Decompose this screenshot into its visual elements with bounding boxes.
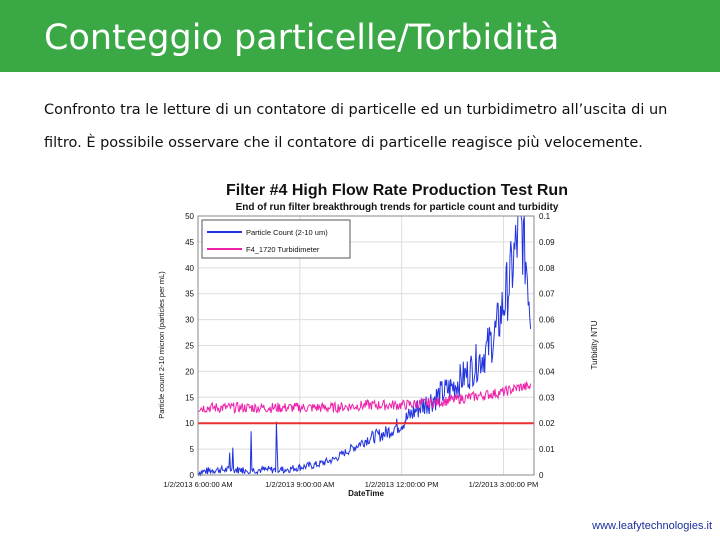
plot-frame bbox=[197, 215, 535, 476]
y-tick-label: 30 bbox=[185, 316, 194, 325]
y-tick-label: 40 bbox=[185, 264, 194, 273]
legend-label-turbidity: F4_1720 Turbidimeter bbox=[246, 245, 320, 254]
y-tick-label: 20 bbox=[185, 367, 194, 376]
y-tick-label: 0 bbox=[190, 471, 195, 480]
y2-tick-label: 0.01 bbox=[539, 445, 555, 454]
chart-subtitle: End of run filter breakthrough trends fo… bbox=[236, 202, 559, 213]
title-bar bbox=[0, 0, 720, 72]
particle-turbidity-chart: Filter #4 High Flow Rate Production Test… bbox=[150, 178, 620, 500]
y-tick-label: 15 bbox=[185, 393, 194, 402]
x-axis-label: DateTime bbox=[348, 489, 384, 498]
right-axis-ticks: 0 0.01 0.02 0.03 0.04 0.05 0.06 0.07 0.08 0.09 0.1 bbox=[539, 212, 555, 480]
y2-tick-label: 0.06 bbox=[539, 316, 555, 325]
y2-axis-label: Turbidity NTU bbox=[590, 320, 599, 369]
y2-tick-label: 0.09 bbox=[539, 238, 555, 247]
y-tick-label: 50 bbox=[185, 212, 194, 221]
y2-tick-label: 0.07 bbox=[539, 290, 555, 299]
series-line-1 bbox=[197, 380, 532, 415]
x-tick-label: 1/2/2013 6:00:00 AM bbox=[163, 480, 232, 489]
legend-box bbox=[201, 219, 351, 259]
series-line-0 bbox=[197, 215, 532, 477]
y-tick-label: 35 bbox=[185, 290, 194, 299]
y-tick-label: 10 bbox=[185, 419, 194, 428]
x-tick-label: 1/2/2013 3:00:00 PM bbox=[469, 480, 539, 489]
y-tick-label: 5 bbox=[190, 445, 195, 454]
slide-description: Confronto tra le letture di un contatore… bbox=[44, 102, 668, 151]
y-tick-label: 45 bbox=[185, 238, 194, 247]
chart-title: Filter #4 High Flow Rate Production Test… bbox=[226, 182, 568, 199]
y-axis-label: Particle count 2-10 micron (particles pe… bbox=[157, 271, 166, 419]
y-tick-label: 25 bbox=[185, 342, 194, 351]
y2-tick-label: 0 bbox=[539, 471, 544, 480]
legend-label-particle: Particle Count (2-10 um) bbox=[246, 228, 328, 237]
y2-tick-label: 0.02 bbox=[539, 419, 555, 428]
left-axis-ticks: 0 5 10 15 20 25 30 35 40 45 50 bbox=[185, 212, 194, 480]
y2-tick-label: 0.05 bbox=[539, 342, 555, 351]
y2-tick-label: 0.1 bbox=[539, 212, 551, 221]
y2-tick-label: 0.03 bbox=[539, 393, 555, 402]
x-tick-label: 1/2/2013 9:00:00 AM bbox=[265, 480, 334, 489]
plot-area bbox=[197, 215, 534, 477]
y2-tick-label: 0.04 bbox=[539, 367, 555, 376]
y2-tick-label: 0.08 bbox=[539, 264, 555, 273]
footer-link[interactable]: www.leafytechnologies.it bbox=[592, 520, 712, 532]
legend: Particle Count (2-10 um) F4_1720 Turbidi… bbox=[201, 219, 351, 259]
x-tick-label: 1/2/2013 12:00:00 PM bbox=[365, 480, 439, 489]
slide-title: Conteggio particelle/Torbidità bbox=[44, 18, 560, 58]
x-axis-ticks: 1/2/2013 6:00:00 AM 1/2/2013 9:00:00 AM 1/… bbox=[163, 480, 538, 489]
